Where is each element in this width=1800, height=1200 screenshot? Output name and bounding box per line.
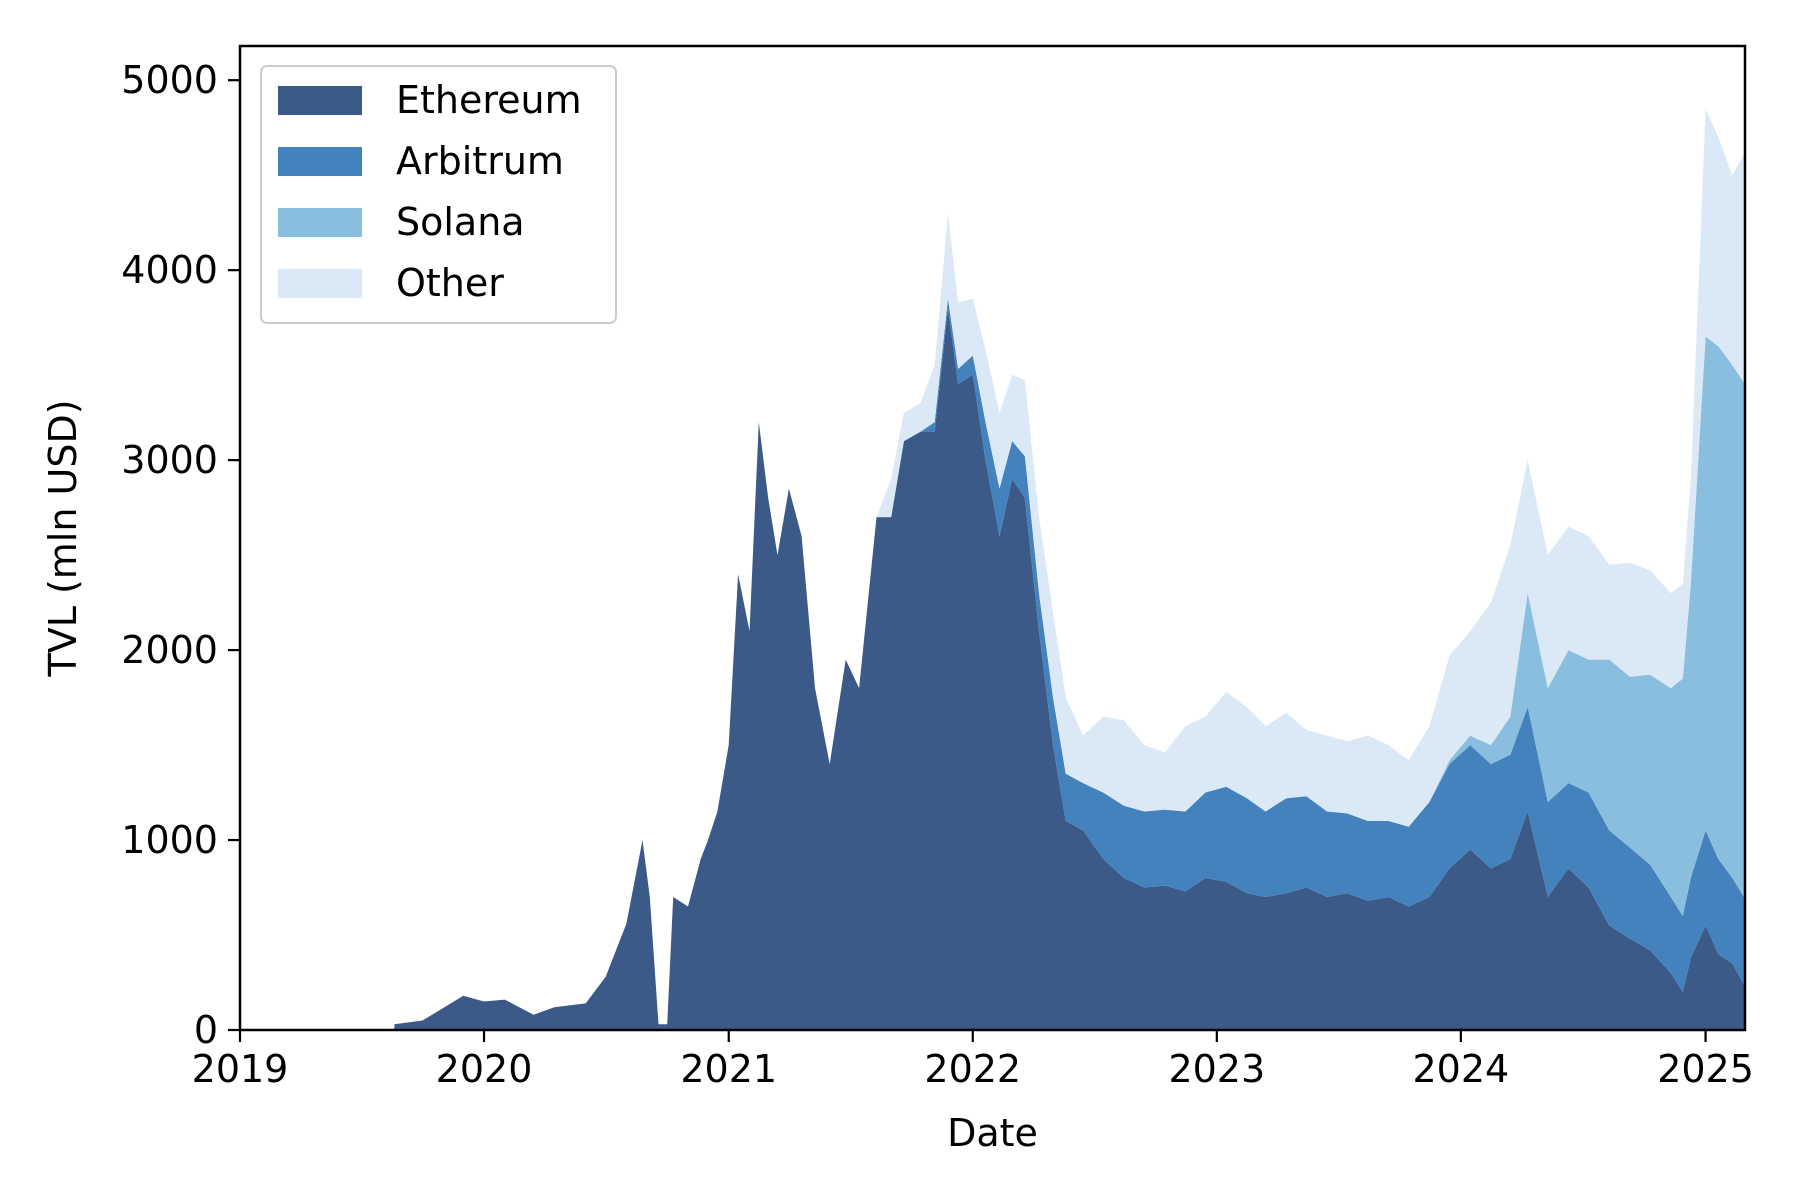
y-axis: 0 1000 2000 3000 4000 5000	[121, 58, 240, 1052]
x-axis: 2019 2020 2021 2022 2023 2024 2025	[192, 1030, 1754, 1091]
y-axis-label: TVL (mln USD)	[41, 399, 85, 677]
area-series-group	[394, 108, 1745, 1031]
legend-label-solana: Solana	[396, 200, 525, 244]
area-ethereum	[394, 308, 1745, 1031]
x-tick-label-2025: 2025	[1657, 1047, 1754, 1091]
legend-swatch-other	[278, 269, 362, 298]
legend-swatch-solana	[278, 208, 362, 237]
x-tick-label-2023: 2023	[1168, 1047, 1265, 1091]
y-tick-label-5000: 5000	[121, 58, 218, 102]
x-tick-label-2021: 2021	[680, 1047, 777, 1091]
x-axis-label: Date	[947, 1111, 1038, 1155]
legend: Ethereum Arbitrum Solana Other	[260, 65, 617, 324]
legend-label-ethereum: Ethereum	[396, 78, 582, 122]
legend-swatch-ethereum	[278, 86, 362, 115]
y-tick-label-2000: 2000	[121, 628, 218, 672]
y-tick-label-1000: 1000	[121, 818, 218, 862]
legend-box	[260, 65, 617, 324]
area-other	[394, 108, 1745, 1025]
legend-label-other: Other	[396, 261, 504, 305]
y-tick-label-0: 0	[194, 1008, 218, 1052]
area-arbitrum	[394, 298, 1745, 1025]
legend-label-arbitrum: Arbitrum	[396, 139, 564, 183]
x-tick-label-2020: 2020	[436, 1047, 533, 1091]
plot-frame	[238, 44, 1747, 1032]
x-tick-label-2022: 2022	[924, 1047, 1021, 1091]
x-tick-label-2024: 2024	[1412, 1047, 1509, 1091]
legend-swatch-arbitrum	[278, 147, 362, 176]
y-tick-label-3000: 3000	[121, 438, 218, 482]
y-tick-label-4000: 4000	[121, 248, 218, 292]
x-tick-label-2019: 2019	[192, 1047, 289, 1091]
